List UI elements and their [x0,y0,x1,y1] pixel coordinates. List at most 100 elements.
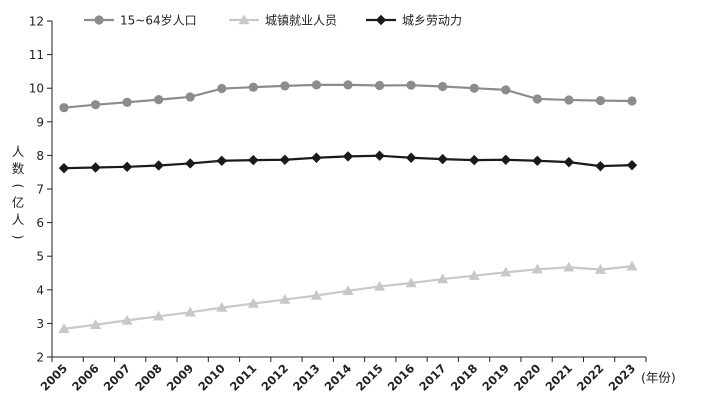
legend-label: 城镇就业人员 [265,14,337,28]
x-tick-label: 2014 [322,361,355,394]
data-point [121,161,133,173]
legend-item: 15~64岁人口 [84,13,197,28]
x-tick-label: 2018 [448,361,481,394]
y-tick-label: 7 [36,183,44,197]
series-layer [58,80,638,333]
data-point [184,306,196,317]
x-tick-label: 2016 [385,361,418,394]
legend-label: 城乡劳动力 [402,14,462,28]
x-tick-label: 2009 [164,361,197,394]
x-tick-label: 2010 [195,361,228,394]
chart-legend: 15~64岁人口 城镇就业人员 城乡劳动力 [84,13,462,28]
y-axis-title-char: ( [11,184,26,189]
data-point [311,80,322,90]
data-point [343,80,353,90]
legend-item: 城乡劳动力 [366,14,462,28]
y-tick-label: 12 [29,15,44,29]
y-tick-label: 10 [29,82,44,96]
chart-axes [51,21,646,358]
x-tick-label: 2013 [290,361,323,394]
data-point [217,83,227,94]
y-tick-label: 4 [36,283,44,297]
data-point [122,97,132,107]
series-2 [58,260,638,333]
y-tick-label: 3 [36,317,44,331]
data-point [279,154,291,165]
data-point [626,159,638,171]
data-point [121,314,133,325]
x-tick-label: 2011 [227,361,260,394]
y-tick-label: 5 [36,250,44,264]
y-axis-title-char: 人 [12,144,25,159]
data-point [532,94,542,104]
y-tick-label: 6 [36,216,44,230]
data-point [374,80,385,91]
data-point [563,261,575,272]
x-tick-label: 2012 [258,361,291,394]
data-point [595,160,606,172]
data-point [90,162,101,173]
data-point [405,152,417,163]
data-point [564,95,574,105]
data-point [185,158,196,169]
x-tick-label: 2008 [132,361,165,394]
y-axis-title-char: ) [11,235,26,240]
data-point [153,160,164,171]
x-tick-label: 2020 [511,361,544,394]
y-axis-title-char: 人 [12,212,25,227]
data-point [501,85,511,95]
y-tick-label: 2 [36,351,44,365]
data-point [563,156,575,168]
data-point [437,273,449,284]
data-point [437,153,448,165]
data-point [248,154,259,166]
legend-label: 15~64岁人口 [120,13,197,28]
data-point [373,280,386,291]
x-tick-label: 2019 [479,361,512,394]
data-point [216,302,228,312]
legend-marker [375,14,387,26]
series-1 [59,80,637,113]
y-axis-title-char: 数 [12,161,25,176]
y-axis-title-char: 亿 [12,195,25,210]
data-point [310,289,323,300]
x-axis-ticks: 2005 2006 2007 2008 2009 2010 2011 2012 2013 2014… [38,357,647,394]
data-point [90,100,101,110]
x-tick-label: 2007 [101,361,134,394]
legend-marker [94,15,104,25]
data-point [500,266,512,277]
x-axis-unit: (年份) [641,370,676,385]
y-tick-label: 8 [36,149,44,163]
data-point [374,150,385,161]
data-point [438,81,448,92]
data-point [595,96,606,106]
data-point [216,155,227,166]
data-point [58,162,70,174]
data-point [532,155,543,166]
y-tick-label: 11 [29,48,44,62]
data-point [469,154,480,166]
data-point [342,285,354,296]
data-point [89,319,102,329]
y-axis-ticks: 2 3 4 5 6 7 8 9 10 11 12 [29,15,52,365]
data-point [59,103,69,113]
x-tick-label: 2005 [38,361,71,394]
data-point [468,270,480,280]
data-point [594,264,607,274]
data-point [627,96,637,106]
data-point [247,297,259,308]
legend-marker [238,14,250,25]
data-point [153,310,165,321]
y-tick-label: 9 [36,115,44,129]
data-point [405,277,417,288]
data-point [626,260,638,271]
x-tick-label: 2017 [416,361,449,394]
series-3 [58,150,638,174]
data-point [406,80,416,90]
data-point [248,82,258,92]
x-tick-label: 2021 [542,361,575,394]
x-tick-label: 2022 [574,361,607,394]
data-point [154,95,164,105]
data-point [342,151,354,162]
